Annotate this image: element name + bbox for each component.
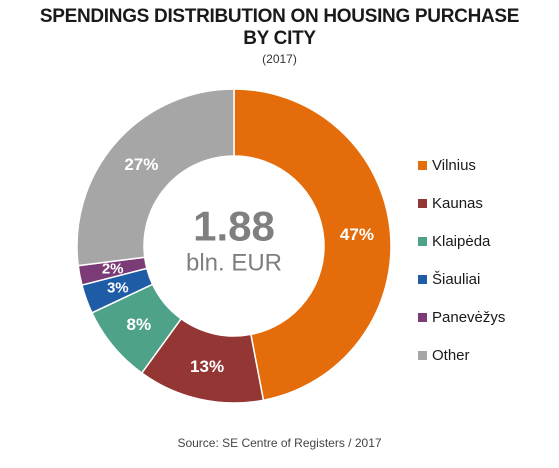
slice-label: 2% <box>102 261 124 278</box>
legend-label: Vilnius <box>432 156 476 174</box>
slice-label: 3% <box>107 279 129 296</box>
chart-title: SPENDINGS DISTRIBUTION ON HOUSING PURCHA… <box>0 6 559 50</box>
legend-label: Šiauliai <box>432 270 481 288</box>
slice-label: 27% <box>124 155 158 174</box>
legend-label: Other <box>432 346 470 364</box>
slice-label: 13% <box>190 357 224 376</box>
slice-vilnius <box>233 88 392 402</box>
legend-swatch <box>418 198 427 208</box>
legend-swatch <box>418 274 427 284</box>
legend-item: Klaipėda <box>418 222 505 260</box>
slice-label: 47% <box>340 225 374 244</box>
legend-item: Šiauliai <box>418 260 505 298</box>
legend-label: Panevėžys <box>432 308 506 326</box>
legend-item: Vilnius <box>418 146 505 184</box>
chart-title-line-1: SPENDINGS DISTRIBUTION ON HOUSING PURCHA… <box>39 6 520 27</box>
slice-other <box>76 88 235 267</box>
chart-title-line-2: BY CITY <box>243 28 316 49</box>
chart-legend: Vilnius Kaunas Klaipėda Šiauliai Panevėžys Ot… <box>418 146 505 374</box>
center-unit-label: bln. EUR <box>186 250 282 277</box>
legend-item: Kaunas <box>418 184 505 222</box>
legend-swatch <box>418 160 427 170</box>
legend-swatch <box>418 350 427 360</box>
legend-label: Kaunas <box>432 194 483 212</box>
source-note: Source: SE Centre of Registers / 2017 <box>177 436 382 450</box>
center-total-value: 1.88 <box>193 203 275 250</box>
legend-swatch <box>418 312 427 322</box>
chart-subtitle: (2017) <box>262 52 297 66</box>
legend-item: Panevėžys <box>418 298 505 336</box>
legend-label: Klaipėda <box>432 232 491 250</box>
slice-label: 8% <box>127 315 152 334</box>
legend-item: Other <box>418 336 505 374</box>
legend-swatch <box>418 236 427 246</box>
